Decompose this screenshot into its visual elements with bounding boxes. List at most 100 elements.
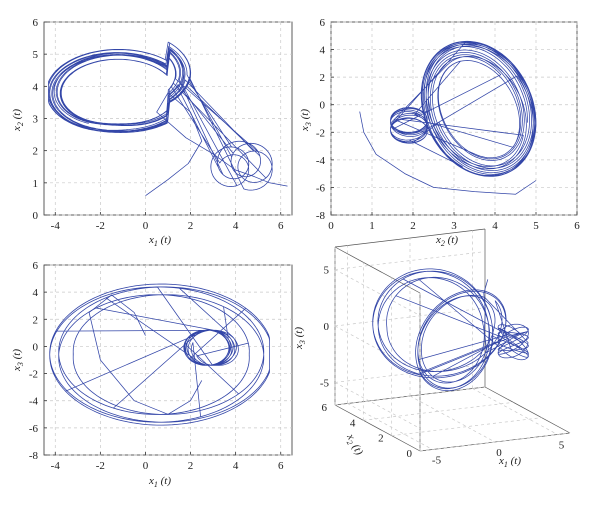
- y-tick-label: -8: [29, 450, 39, 462]
- attractor-trajectory: [372, 268, 529, 391]
- x-tick-label: 4: [233, 460, 239, 472]
- 3d-grid-line: [334, 364, 486, 383]
- x-tick-label: 2: [410, 220, 416, 232]
- 3d-grid-line: [347, 403, 433, 450]
- 3d-grid-line: [334, 269, 421, 316]
- x-tick-label: 3: [451, 220, 457, 232]
- y-tick-label: 2: [33, 146, 39, 158]
- x-axis-label: x2 (t): [435, 234, 458, 248]
- y-tick-label: 4: [33, 287, 39, 299]
- 3d-tick-labels: -5 0 5 0 2 4 6 -5 0 5: [320, 265, 565, 467]
- plot-frame: [43, 264, 293, 456]
- x1-tick-label: 5: [559, 440, 565, 452]
- 3d-grid-line: [419, 432, 571, 452]
- x-axis-label: x1 (t): [148, 234, 171, 248]
- y-tick-label: -8: [316, 210, 326, 222]
- x3-tick-label: 5: [324, 265, 330, 277]
- x-tick-label: 4: [492, 220, 498, 232]
- 3d-grid-line: [472, 388, 558, 435]
- 3d-grid-line: [409, 395, 496, 443]
- x3-tick-label: 0: [324, 321, 330, 333]
- tick-labels: -4 -2 0 2 4 6 0 1 2 3 4 5 6: [33, 17, 284, 232]
- x-tick-label: 1: [369, 220, 375, 232]
- 3d-grid-line: [363, 401, 514, 421]
- y-tick-label: 0: [33, 341, 39, 353]
- x-tick-label: 2: [188, 220, 194, 232]
- x-tick-label: 6: [278, 460, 284, 472]
- y-tick-label: -2: [316, 127, 325, 139]
- panel-x1-x3: -4 -2 0 2 4 6 -8 -6 -4 -2 0 2 4 6 x1 (t) x3 (t): [11, 260, 293, 489]
- x2-tick-label: 6: [322, 402, 328, 414]
- y-tick-label: 6: [33, 260, 39, 272]
- y-tick-label: 4: [320, 45, 326, 57]
- grid: [44, 21, 292, 216]
- y-tick-label: 4: [33, 81, 39, 93]
- trajectory-series: [49, 283, 270, 426]
- attractor-trajectory: [49, 283, 270, 426]
- x-tick-label: 0: [143, 460, 149, 472]
- y-tick-label: 6: [33, 17, 39, 29]
- x-tick-label: -4: [51, 220, 61, 232]
- y-tick-label: 2: [320, 72, 326, 84]
- trajectory-transient: [359, 111, 537, 195]
- x1-axis-label: x1 (t): [498, 455, 521, 469]
- y-tick-label: 2: [33, 314, 39, 326]
- x2-tick-label: 2: [378, 433, 384, 445]
- y-tick-label: 6: [320, 17, 326, 29]
- y-axis-label: x3 (t): [11, 349, 25, 372]
- x-tick-label: 6: [278, 220, 284, 232]
- 3d-axes-box: [334, 228, 571, 452]
- 3d-grid-line: [334, 307, 486, 327]
- x-axis-label: x1 (t): [148, 475, 171, 489]
- trajectory-series: [48, 41, 288, 197]
- y-tick-label: 0: [33, 210, 39, 222]
- grid: [330, 21, 578, 216]
- 3d-grid-line: [334, 251, 486, 270]
- y-tick-label: -4: [29, 396, 39, 408]
- 3d-box-edge: [484, 386, 571, 434]
- y-axis-label: x3 (t): [299, 109, 313, 132]
- x1-tick-label: -5: [432, 455, 442, 467]
- panel-3d: -5 0 5 0 2 4 6 -5 0 5 x1 (t) x2 (t) x3 (t): [293, 228, 571, 469]
- y-tick-label: -6: [29, 423, 39, 435]
- x1-tick-label: 0: [496, 447, 502, 459]
- 3d-box-edge: [334, 404, 421, 452]
- x-tick-label: -2: [96, 220, 105, 232]
- y-tick-label: -6: [316, 182, 326, 194]
- x2-axis-label: x2 (t): [342, 431, 365, 458]
- trajectory-series: [359, 40, 537, 195]
- x2-tick-label: 4: [350, 417, 356, 429]
- x-tick-label: 0: [143, 220, 149, 232]
- 3d-grid-line: [334, 382, 421, 429]
- 3d-grid-line: [334, 386, 486, 406]
- trajectory-transient: [88, 294, 203, 415]
- tick-labels: 0 1 2 3 4 5 6 -8 -6 -4 -2 0 2 4 6: [316, 17, 580, 232]
- x-tick-label: 2: [188, 460, 194, 472]
- x-tick-label: 0: [328, 220, 334, 232]
- y-tick-label: -2: [29, 369, 38, 381]
- tick-labels: -4 -2 0 2 4 6 -8 -6 -4 -2 0 2 4 6: [29, 260, 284, 472]
- 3d-grid-line: [391, 417, 542, 437]
- trajectory-series: [372, 268, 529, 391]
- y-tick-label: 5: [33, 49, 39, 61]
- trajectory-transient: [145, 92, 288, 197]
- 3d-grid-line: [334, 325, 421, 373]
- x3-tick-label: -5: [320, 377, 330, 389]
- y-tick-label: -4: [316, 155, 326, 167]
- x3-axis-label: x3 (t): [293, 327, 307, 350]
- attractor-trajectory: [390, 40, 537, 177]
- 3d-box-edge: [334, 246, 421, 294]
- x-tick-label: 6: [574, 220, 580, 232]
- x-tick-label: 5: [533, 220, 539, 232]
- y-tick-label: 1: [33, 178, 39, 190]
- y-tick-label: 3: [33, 114, 39, 126]
- y-tick-label: 0: [320, 100, 326, 112]
- x-tick-label: -2: [96, 460, 105, 472]
- x-tick-label: -4: [51, 460, 61, 472]
- x2-tick-label: 0: [407, 448, 413, 460]
- panel-x1-x2: -4 -2 0 2 4 6 0 1 2 3 4 5 6 x1 (t) x2 (t): [11, 17, 293, 248]
- x-tick-label: 4: [233, 220, 239, 232]
- y-axis-label: x2 (t): [11, 109, 25, 132]
- attractor-trajectory: [48, 41, 273, 191]
- panel-x2-x3: 0 1 2 3 4 5 6 -8 -6 -4 -2 0 2 4 6 x2 (t) x3 (t): [299, 17, 580, 248]
